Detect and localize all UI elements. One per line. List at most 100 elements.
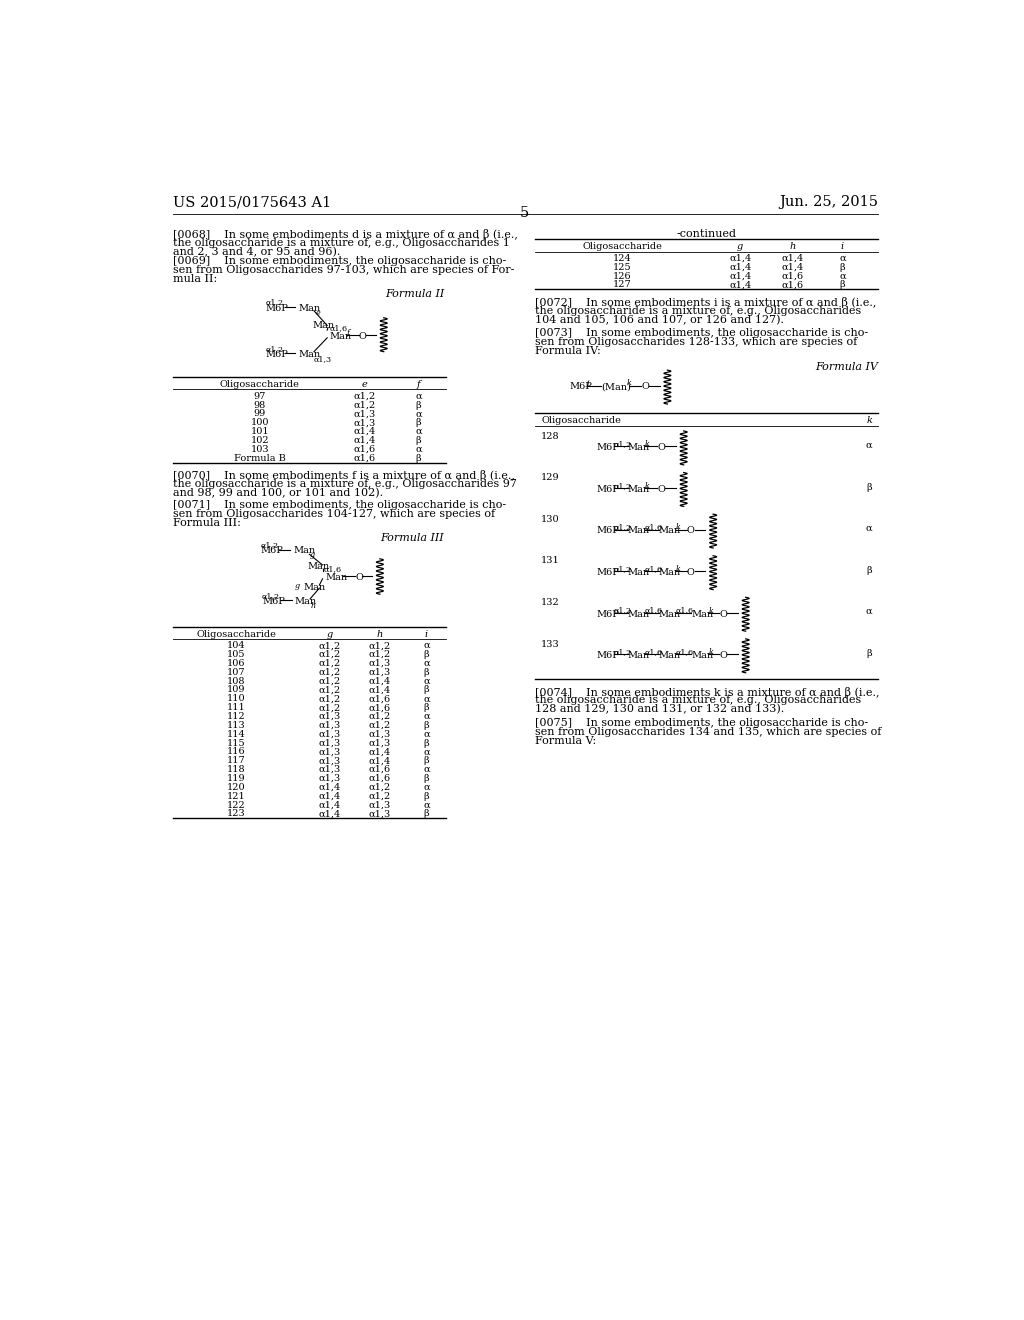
Text: α: α xyxy=(423,766,430,774)
Text: k: k xyxy=(676,524,681,532)
Text: 100: 100 xyxy=(251,418,269,428)
Text: α1,3: α1,3 xyxy=(318,739,341,747)
Text: Man: Man xyxy=(628,484,650,494)
Text: and 2, 3 and 4, or 95 and 96).: and 2, 3 and 4, or 95 and 96). xyxy=(173,247,340,257)
Text: α1,3: α1,3 xyxy=(369,668,391,677)
Text: M6P: M6P xyxy=(597,651,620,660)
Text: 112: 112 xyxy=(227,711,246,721)
Text: 107: 107 xyxy=(227,668,246,677)
Text: α1,3: α1,3 xyxy=(369,800,391,809)
Text: h: h xyxy=(790,243,796,251)
Text: the oligosaccharide is a mixture of, e.g., Oligosaccharides 97: the oligosaccharide is a mixture of, e.g… xyxy=(173,479,517,490)
Text: α: α xyxy=(423,747,430,756)
Text: 106: 106 xyxy=(227,659,246,668)
Text: α: α xyxy=(865,524,872,533)
Text: α1,4: α1,4 xyxy=(318,800,341,809)
Text: β: β xyxy=(416,400,422,409)
Text: β: β xyxy=(416,418,422,428)
Text: [0069]    In some embodiments, the oligosaccharide is cho-: [0069] In some embodiments, the oligosac… xyxy=(173,256,506,265)
Text: 113: 113 xyxy=(227,721,246,730)
Text: α1,6: α1,6 xyxy=(369,774,391,783)
Text: 110: 110 xyxy=(227,694,246,704)
Text: M6P: M6P xyxy=(597,610,620,619)
Text: α1,4: α1,4 xyxy=(369,677,391,685)
Text: g: g xyxy=(737,243,743,251)
Text: α: α xyxy=(423,711,430,721)
Text: α1,4: α1,4 xyxy=(729,263,752,272)
Text: β: β xyxy=(424,756,429,766)
Text: 126: 126 xyxy=(613,272,632,281)
Text: α1,6: α1,6 xyxy=(369,704,391,713)
Text: Man: Man xyxy=(312,321,335,330)
Text: O: O xyxy=(657,484,666,494)
Text: β: β xyxy=(840,263,846,272)
Text: α: α xyxy=(423,783,430,792)
Text: α1,4: α1,4 xyxy=(782,253,804,263)
Text: 122: 122 xyxy=(227,800,246,809)
Text: α1,4: α1,4 xyxy=(318,792,341,801)
Text: α1,2: α1,2 xyxy=(262,591,281,599)
Text: (Man): (Man) xyxy=(601,383,631,392)
Text: Man: Man xyxy=(628,568,650,577)
Text: 117: 117 xyxy=(227,756,246,766)
Text: α1,3: α1,3 xyxy=(353,409,376,418)
Text: [0073]    In some embodiments, the oligosaccharide is cho-: [0073] In some embodiments, the oligosac… xyxy=(535,329,868,338)
Text: 111: 111 xyxy=(227,704,246,713)
Text: 125: 125 xyxy=(613,263,632,272)
Text: 116: 116 xyxy=(227,747,246,756)
Text: α: α xyxy=(840,253,846,263)
Text: f: f xyxy=(346,330,349,338)
Text: O: O xyxy=(355,573,362,582)
Text: 108: 108 xyxy=(227,677,246,685)
Text: α1,2: α1,2 xyxy=(318,694,341,704)
Text: [0068]    In some embodiments d is a mixture of α and β (i.e.,: [0068] In some embodiments d is a mixtur… xyxy=(173,230,518,240)
Text: α1,6: α1,6 xyxy=(324,565,342,573)
Text: and 98, 99 and 100, or 101 and 102).: and 98, 99 and 100, or 101 and 102). xyxy=(173,488,383,499)
Text: sen from Oligosaccharides 97-103, which are species of For-: sen from Oligosaccharides 97-103, which … xyxy=(173,264,514,275)
Text: f: f xyxy=(417,380,421,389)
Text: β: β xyxy=(866,649,872,657)
Text: α: α xyxy=(416,445,422,454)
Text: α1,6: α1,6 xyxy=(676,607,694,615)
Text: O: O xyxy=(641,383,649,392)
Text: β: β xyxy=(424,739,429,747)
Text: α1,2: α1,2 xyxy=(614,648,632,656)
Text: 128: 128 xyxy=(541,432,560,441)
Text: Oligosaccharide: Oligosaccharide xyxy=(197,630,276,639)
Text: k: k xyxy=(645,441,650,449)
Text: α1,3: α1,3 xyxy=(353,418,376,428)
Text: β: β xyxy=(866,483,872,491)
Text: M6P: M6P xyxy=(266,350,289,359)
Text: mula II:: mula II: xyxy=(173,273,217,284)
Text: k: k xyxy=(709,648,714,656)
Text: Oligosaccharide: Oligosaccharide xyxy=(541,416,621,425)
Text: 121: 121 xyxy=(227,792,246,801)
Text: 104 and 105, 106 and 107, or 126 and 127).: 104 and 105, 106 and 107, or 126 and 127… xyxy=(535,314,784,325)
Text: α1,2: α1,2 xyxy=(318,649,341,659)
Text: 120: 120 xyxy=(227,783,246,792)
Text: [0074]    In some embodiments k is a mixture of α and β (i.e.,: [0074] In some embodiments k is a mixtur… xyxy=(535,686,880,697)
Text: α1,2: α1,2 xyxy=(266,298,284,306)
Text: Jun. 25, 2015: Jun. 25, 2015 xyxy=(779,195,879,210)
Text: α1,3: α1,3 xyxy=(318,747,341,756)
Text: Formula V:: Formula V: xyxy=(535,735,596,746)
Text: Man: Man xyxy=(299,350,321,359)
Text: α1,6: α1,6 xyxy=(353,445,376,454)
Text: α: α xyxy=(865,441,872,450)
Text: α1,2: α1,2 xyxy=(318,685,341,694)
Text: Man: Man xyxy=(304,583,326,593)
Text: Oligosaccharide: Oligosaccharide xyxy=(220,380,300,389)
Text: α1,2: α1,2 xyxy=(369,783,391,792)
Text: i: i xyxy=(425,630,428,639)
Text: Formula III: Formula III xyxy=(381,533,444,543)
Text: h: h xyxy=(377,630,383,639)
Text: α1,6: α1,6 xyxy=(645,648,664,656)
Text: Man: Man xyxy=(307,562,329,570)
Text: e: e xyxy=(361,380,368,389)
Text: [0071]    In some embodiments, the oligosaccharide is cho-: [0071] In some embodiments, the oligosac… xyxy=(173,500,506,510)
Text: β: β xyxy=(424,685,429,694)
Text: α1,3: α1,3 xyxy=(369,739,391,747)
Text: 105: 105 xyxy=(227,649,246,659)
Text: β: β xyxy=(424,774,429,783)
Text: α1,6: α1,6 xyxy=(645,565,664,573)
